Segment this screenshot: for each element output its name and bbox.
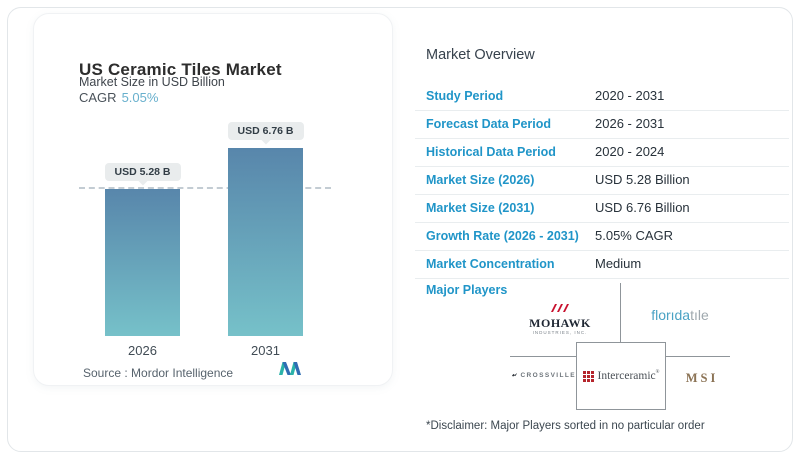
mohawk-logo: MOHAWK INDUSTRIES, INC. xyxy=(523,300,597,336)
table-row: Market Size (2031) USD 6.76 Billion xyxy=(415,195,789,223)
diagram-horizontal-line-left xyxy=(510,356,576,357)
disclaimer-text: *Disclaimer: Major Players sorted in no … xyxy=(426,420,705,432)
source-attribution: Source : Mordor Intelligence xyxy=(83,366,234,380)
floridatile-wordmark-part2: tıle xyxy=(690,307,709,323)
crossville-wordmark: CROSSVILLE xyxy=(520,371,576,379)
crossville-bird-icon xyxy=(512,372,518,377)
row-label: Market Size (2031) xyxy=(426,201,535,215)
msi-logo: MSI xyxy=(685,371,719,385)
row-label: Growth Rate (2026 - 2031) xyxy=(426,229,579,243)
row-value: USD 5.28 Billion xyxy=(595,172,690,187)
table-row: Growth Rate (2026 - 2031) 5.05% CAGR xyxy=(415,223,789,251)
table-row: Historical Data Period 2020 - 2024 xyxy=(415,139,789,167)
floridatile-logo: florıdatıle xyxy=(640,308,720,322)
value-label-2026: USD 5.28 B xyxy=(104,163,181,182)
x-axis-label-2026: 2026 xyxy=(128,343,157,358)
center-player-box: Interceramic® xyxy=(576,342,666,410)
x-axis-label-2031: 2031 xyxy=(251,343,280,358)
bar-2031 xyxy=(228,148,303,336)
value-label-2031: USD 6.76 B xyxy=(227,122,304,140)
cagr-label: CAGR xyxy=(79,90,117,105)
floridatile-wordmark-part1: florıda xyxy=(651,307,691,323)
mordor-intelligence-logo-icon xyxy=(279,362,301,375)
mohawk-subtext: INDUSTRIES, INC. xyxy=(532,330,588,335)
row-label: Market Concentration xyxy=(426,257,555,271)
diagram-vertical-line xyxy=(620,283,621,342)
chart-subtitle: Market Size in USD Billion xyxy=(79,75,225,89)
overview-heading: Market Overview xyxy=(426,47,535,63)
table-row: Forecast Data Period 2026 - 2031 xyxy=(415,111,789,139)
mohawk-feathers-icon xyxy=(551,304,569,312)
interceramic-wordmark: Interceramic® xyxy=(597,370,660,382)
mohawk-wordmark: MOHAWK xyxy=(529,316,591,330)
row-label: Market Size (2026) xyxy=(426,173,535,187)
chart-title: US Ceramic Tiles Market xyxy=(79,60,282,79)
market-chart-card: US Ceramic Tiles Market Market Size in U… xyxy=(33,13,393,386)
row-label: Forecast Data Period xyxy=(426,117,552,131)
table-row: Market Concentration Medium xyxy=(415,251,789,279)
cagr-row: CAGR 5.05% xyxy=(79,90,158,105)
row-value: 5.05% CAGR xyxy=(595,228,674,243)
row-label: Study Period xyxy=(426,89,504,103)
table-row: Market Size (2026) USD 5.28 Billion xyxy=(415,167,789,195)
diagram-horizontal-line-right xyxy=(664,356,730,357)
row-label: Historical Data Period xyxy=(426,145,556,159)
crossville-logo: CROSSVILLE xyxy=(512,371,576,379)
overview-table: Study Period 2020 - 2031 Forecast Data P… xyxy=(415,83,789,279)
bar-chart: USD 5.28 B USD 6.76 B 2026 2031 xyxy=(79,122,359,358)
row-value: 2020 - 2024 xyxy=(595,144,665,159)
registered-mark: ® xyxy=(655,370,660,375)
reference-dashed-line xyxy=(79,187,331,190)
interceramic-tile-icon xyxy=(582,370,594,382)
cagr-value: 5.05% xyxy=(121,90,159,105)
bar-2026 xyxy=(105,189,180,336)
row-value: USD 6.76 Billion xyxy=(595,200,690,215)
row-value: 2026 - 2031 xyxy=(595,116,665,131)
row-value: Medium xyxy=(595,256,642,271)
row-value: 2020 - 2031 xyxy=(595,88,665,103)
interceramic-logo: Interceramic® xyxy=(582,370,660,382)
table-row: Study Period 2020 - 2031 xyxy=(415,83,789,111)
major-players-label: Major Players xyxy=(426,283,508,297)
